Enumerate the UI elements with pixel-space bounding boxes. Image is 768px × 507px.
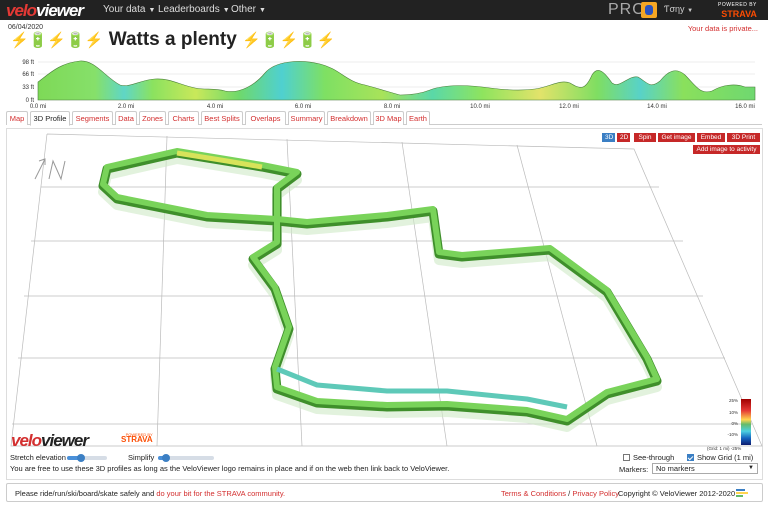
grid-scale-note: (Grid: 1 mi) -25% xyxy=(707,446,742,451)
x-tick: 6.0 mi xyxy=(295,104,311,110)
stretch-elevation-slider[interactable] xyxy=(67,454,107,462)
chevron-down-icon: ▼ xyxy=(259,7,266,14)
legend-label: 25% xyxy=(728,398,738,403)
tab-bar: Map 3D Profile Segments Data Zones Chart… xyxy=(6,111,762,126)
nav-your-data[interactable]: Your data ▼ xyxy=(103,4,156,15)
legend-label: 10% xyxy=(728,410,738,415)
x-tick: 4.0 mi xyxy=(207,104,223,110)
checkbox[interactable] xyxy=(687,454,694,461)
copyright: Copyright © VeloViewer 2012-2020 xyxy=(618,489,736,498)
tab-earth[interactable]: Earth xyxy=(406,111,430,125)
tab-overlaps[interactable]: Overlaps xyxy=(245,111,286,125)
privacy-link[interactable]: Your data is private... xyxy=(687,24,758,33)
pro-badge: PRO xyxy=(608,1,646,18)
top-navbar: veloviewer Your data ▼ Leaderboards ▼ Othe… xyxy=(0,0,768,20)
tab-3d-map[interactable]: 3D Map xyxy=(373,111,404,125)
safety-text: Please ride/run/ski/board/skate safely a… xyxy=(15,489,286,498)
x-tick: 12.0 mi xyxy=(559,104,579,110)
legend-label: 0% xyxy=(731,421,738,426)
stretch-elevation-label: Stretch elevation xyxy=(10,453,66,462)
elevation-chart[interactable]: 98 ft 66 ft 33 ft 0 ft 0.0 mi 2.0 mi 4.0… xyxy=(0,55,768,110)
avatar[interactable] xyxy=(641,2,657,18)
tab-summary[interactable]: Summary xyxy=(288,111,325,125)
activity-title-text: Watts a plenty xyxy=(108,29,237,50)
tab-map[interactable]: Map xyxy=(6,111,28,125)
chevron-down-icon: ▼ xyxy=(222,7,230,14)
see-through-toggle[interactable]: See-through xyxy=(623,453,674,462)
veloviewer-watermark-logo[interactable]: veloviewer xyxy=(11,431,89,450)
chevron-down-icon: ▼ xyxy=(148,7,156,14)
lightning-icon: ⚡ xyxy=(279,32,299,49)
show-grid-toggle[interactable]: Show Grid (1 mi) xyxy=(687,453,753,462)
privacy-policy-link[interactable]: Privacy Policy xyxy=(572,489,619,498)
strava-community-link[interactable]: do your bit for the STRAVA community. xyxy=(156,489,286,498)
tab-charts[interactable]: Charts xyxy=(168,111,199,125)
nav-leaderboards[interactable]: Leaderboards ▼ xyxy=(158,4,230,15)
3d-profile-viewer: 3D 2D Spin Get image Embed 3D Print Add … xyxy=(6,128,763,480)
get-image-button[interactable]: Get image xyxy=(658,133,695,142)
legal-links: Terms & Conditions / Privacy Policy xyxy=(501,489,619,498)
x-tick: 16.0 mi xyxy=(735,104,755,110)
embed-button[interactable]: Embed xyxy=(697,133,725,142)
bar-chart-icon xyxy=(736,489,748,497)
slider-handle[interactable] xyxy=(162,454,171,462)
y-tick: 98 ft xyxy=(22,60,34,66)
lightning-icon: ⚡ xyxy=(242,32,261,49)
x-tick: 10.0 mi xyxy=(470,104,490,110)
veloviewer-logo[interactable]: veloviewer xyxy=(6,1,84,20)
battery-icon: 🔋 xyxy=(298,32,317,49)
tab-data[interactable]: Data xyxy=(115,111,137,125)
simplify-slider[interactable] xyxy=(158,454,214,462)
x-tick: 2.0 mi xyxy=(118,104,134,110)
x-tick: 8.0 mi xyxy=(384,104,400,110)
user-menu[interactable]: Ƭσηу ▼ xyxy=(664,4,694,14)
checkbox[interactable] xyxy=(623,454,630,461)
powered-by-strava-logo: POWERED BY STRAVA xyxy=(718,2,757,19)
simplify-label: Simplify xyxy=(128,453,155,462)
simplify-fill xyxy=(158,456,167,460)
nav-other[interactable]: Other ▼ xyxy=(231,4,266,15)
lightning-icon: ⚡ xyxy=(316,32,336,49)
y-tick: 33 ft xyxy=(22,85,34,91)
lightning-icon: ⚡ xyxy=(84,32,104,49)
activity-title: ⚡🔋⚡🔋⚡ Watts a plenty ⚡🔋⚡🔋⚡ xyxy=(10,29,336,51)
x-tick: 14.0 mi xyxy=(647,104,667,110)
page-footer: Please ride/run/ski/board/skate safely a… xyxy=(6,483,763,502)
tab-zones[interactable]: Zones xyxy=(139,111,166,125)
terms-link[interactable]: Terms & Conditions xyxy=(501,489,567,498)
stretch-elevation-fill xyxy=(67,456,81,460)
3d-route-canvas[interactable] xyxy=(7,129,764,449)
spin-button[interactable]: Spin xyxy=(634,133,656,142)
battery-icon: 🔋 xyxy=(28,32,48,49)
tab-breakdown[interactable]: Breakdown xyxy=(327,111,371,125)
y-tick: 66 ft xyxy=(22,72,34,78)
north-arrow-icon xyxy=(34,158,66,181)
view-2d-button[interactable]: 2D xyxy=(617,133,630,142)
activity-date: 06/04/2020 xyxy=(8,24,44,31)
view-3d-button[interactable]: 3D xyxy=(602,133,615,142)
x-tick: 0.0 mi xyxy=(30,104,46,110)
legend-label: -10% xyxy=(727,432,738,437)
battery-icon: 🔋 xyxy=(66,32,85,49)
y-tick: 0 ft xyxy=(26,98,35,104)
battery-icon: 🔋 xyxy=(260,32,280,49)
slider-handle[interactable] xyxy=(77,454,85,462)
markers-select[interactable]: No markers ▼ xyxy=(652,463,758,474)
markers-label: Markers: xyxy=(619,465,649,474)
title-icons: ⚡🔋⚡🔋⚡ xyxy=(10,32,103,49)
chevron-down-icon: ▼ xyxy=(748,465,754,471)
lightning-icon: ⚡ xyxy=(10,32,29,49)
add-image-to-activity-button[interactable]: Add image to activity xyxy=(693,145,760,154)
tab-segments[interactable]: Segments xyxy=(72,111,113,125)
strava-watermark-logo: POWERED BY STRAVA xyxy=(121,432,153,444)
lightning-icon: ⚡ xyxy=(47,32,67,49)
tab-3d-profile[interactable]: 3D Profile xyxy=(30,111,70,126)
usage-note: You are free to use these 3D profiles as… xyxy=(10,464,450,473)
tab-best-splits[interactable]: Best Splits xyxy=(201,111,243,125)
chevron-down-icon: ▼ xyxy=(687,8,694,14)
title-icons: ⚡🔋⚡🔋⚡ xyxy=(242,32,335,49)
3d-print-button[interactable]: 3D Print xyxy=(727,133,760,142)
